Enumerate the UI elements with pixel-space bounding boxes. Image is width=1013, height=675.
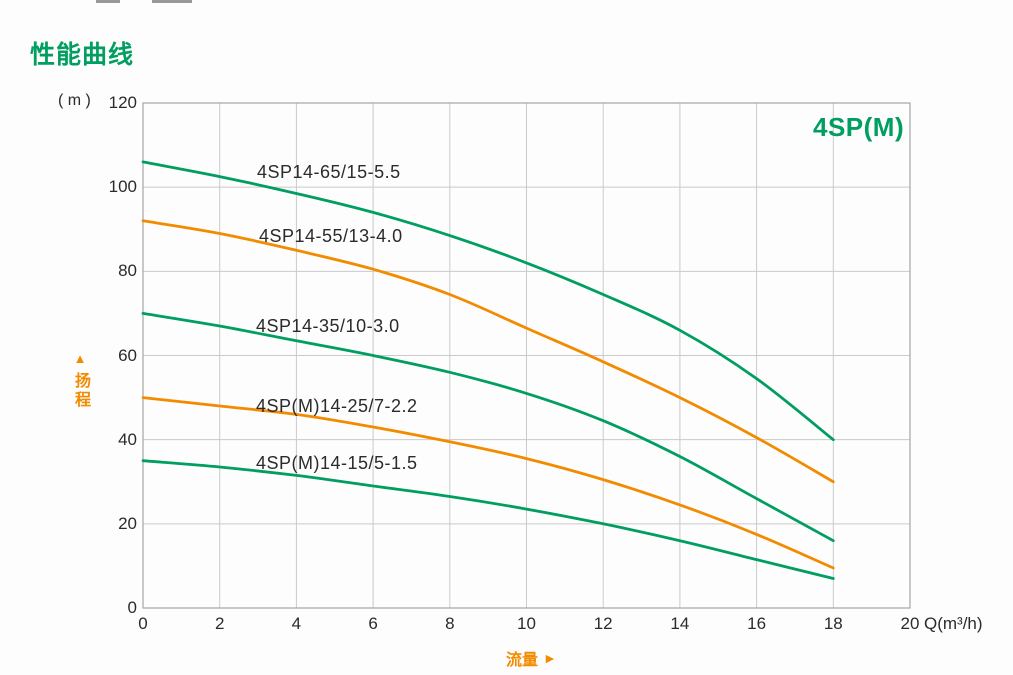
x-tick-label: 20 [900, 614, 920, 633]
curve-label-4SP14-55: 4SP14-55/13-4.0 [259, 226, 403, 246]
x-tick-label: 8 [445, 614, 455, 633]
top-edge-artifact [96, 0, 120, 3]
x-tick-label: 2 [214, 614, 225, 633]
x-tick-label: 10 [517, 614, 536, 633]
head-caption-text: 扬程 [72, 372, 89, 410]
curve-2 [141, 312, 835, 543]
y-tick-label: 100 [108, 177, 137, 197]
curve-4 [141, 459, 835, 580]
x-axis-caption: 流量 ► [506, 646, 557, 670]
curve-0 [141, 160, 835, 442]
x-tick-label: 0 [138, 614, 148, 633]
y-tick-label: 80 [118, 261, 137, 281]
y-tick-label: 120 [108, 93, 137, 112]
plot-border [142, 102, 911, 609]
page-title: 性能曲线 [30, 40, 135, 69]
top-edge-artifact [152, 0, 192, 3]
flow-caption-text: 流量 [506, 652, 539, 669]
up-arrow-icon: ▲ [73, 351, 87, 366]
right-arrow-icon: ► [543, 650, 557, 666]
model-series-label: 4SP(M) [813, 112, 905, 142]
curve-1 [141, 219, 835, 484]
curve-label-4SP14-35: 4SP14-35/10-3.0 [256, 316, 400, 336]
y-tick-label: 60 [118, 345, 137, 365]
curve-label-4SP14-65: 4SP14-65/15-5.5 [257, 162, 401, 182]
curve-3 [141, 396, 835, 570]
y-axis-caption: ▲ 扬程 [66, 352, 94, 415]
x-tick-label: 6 [368, 614, 378, 633]
curve-label-4SPM14-25: 4SP(M)14-25/7-2.2 [256, 396, 418, 416]
y-axis-unit-label: ( m ) [58, 92, 91, 109]
x-tick-label: 16 [747, 614, 767, 633]
curve-label-4SPM14-15: 4SP(M)14-15/5-1.5 [256, 453, 418, 473]
x-tick-label: 18 [823, 614, 843, 633]
y-tick-label: 40 [118, 429, 137, 449]
x-tick-label: 14 [670, 614, 690, 633]
x-tick-label: 12 [593, 614, 613, 633]
x-tick-label: 4 [291, 614, 302, 633]
y-tick-label: 0 [127, 598, 137, 617]
x-axis-unit-label: Q(m³/h) [924, 614, 983, 633]
y-tick-label: 20 [118, 513, 137, 533]
